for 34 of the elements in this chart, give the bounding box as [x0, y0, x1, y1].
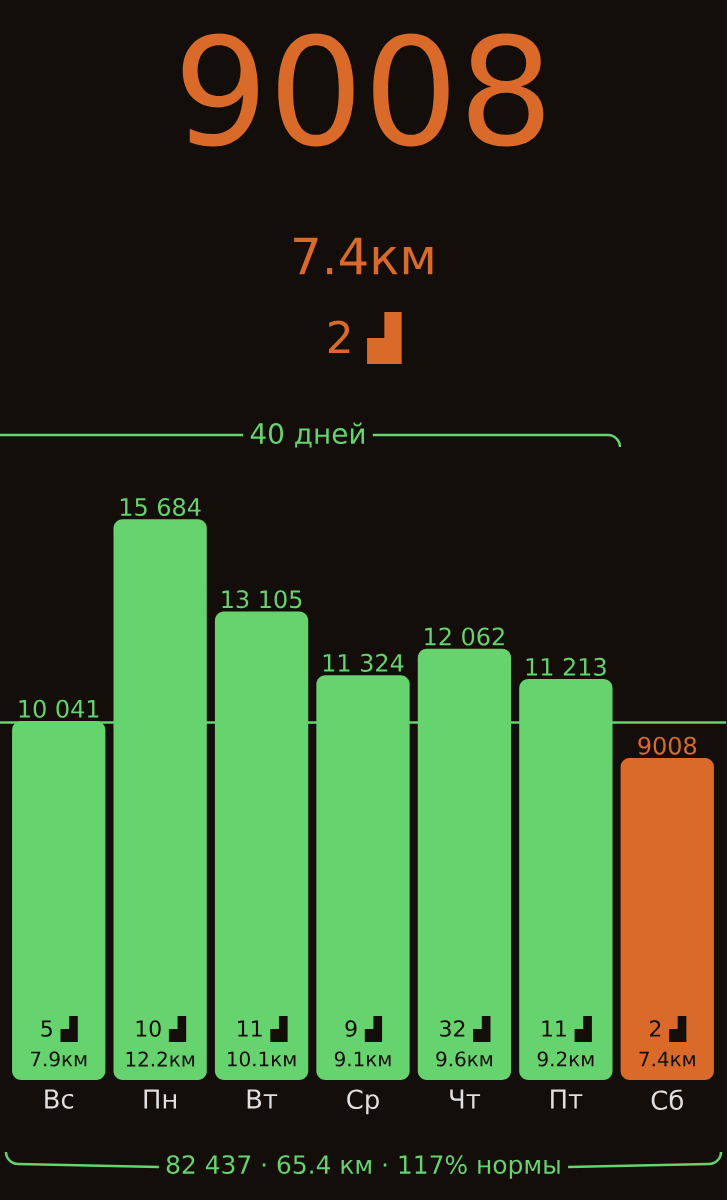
annotation: 12.2км [126, 1051, 195, 1067]
annotation: 2 ▟ [650, 1015, 687, 1043]
annotation: 10 ▟ [136, 1015, 187, 1043]
data-label: 11 324 [323, 653, 404, 672]
data-label: 11 213 [526, 657, 606, 676]
x-tick-label: Чт [450, 1089, 481, 1109]
data-label: 10 041 [19, 699, 99, 718]
data-label: 15 684 [120, 497, 201, 517]
x-tick-label: Пн [144, 1089, 176, 1109]
annotation: 9.2км [537, 1051, 594, 1067]
text: 82 437 · 65.4 км · 117% нормы [166, 1155, 560, 1179]
chart-subtitle: 7.4км [294, 237, 433, 275]
data-label: 9008 [638, 736, 697, 755]
annotation: 11 ▟ [238, 1015, 288, 1043]
annotation: 11 ▟ [542, 1015, 592, 1043]
x-tick-label: Вт [247, 1089, 278, 1109]
x-tick-label: Сб [651, 1089, 683, 1110]
annotation: 10.1км [228, 1051, 296, 1067]
x-tick-label: Ср [347, 1089, 379, 1115]
annotation: 9.1км [334, 1051, 391, 1067]
data-label: 13 105 [222, 590, 302, 609]
annotation: 32 ▟ [440, 1015, 491, 1043]
bar [620, 757, 714, 1080]
x-tick-label: Вс [45, 1089, 74, 1109]
annotation: 7.9км [30, 1051, 87, 1067]
annotation: 9.6км [436, 1051, 492, 1067]
annotation: 7.4км [639, 1051, 695, 1067]
x-tick-label: Пт [551, 1089, 583, 1109]
text: 2 ▟ [328, 311, 402, 365]
text: 40 дней [250, 422, 364, 448]
chart-title: 9008 [182, 33, 544, 147]
annotation: 9 ▟ [345, 1015, 383, 1043]
annotation: 5 ▟ [41, 1015, 78, 1043]
data-label: 12 062 [425, 627, 504, 646]
